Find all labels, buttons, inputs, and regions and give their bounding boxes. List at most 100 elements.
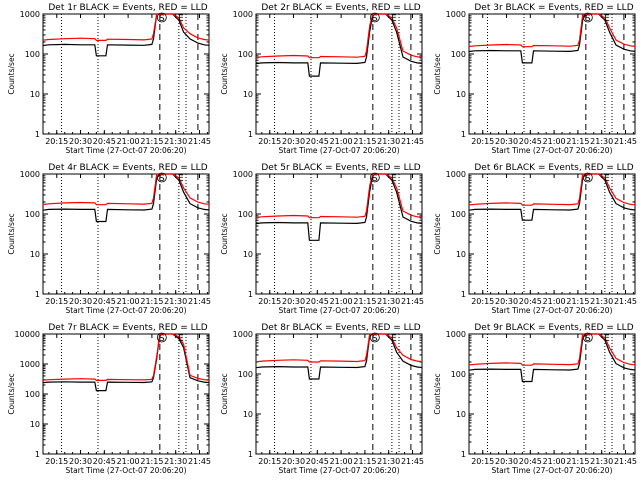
marker-s: S bbox=[159, 14, 165, 24]
x-tick-label: 20:30 bbox=[282, 137, 305, 146]
x-tick-label: 20:15 bbox=[45, 137, 68, 146]
x-axis-label: Start Time (27-Oct-07 20:06:20) bbox=[65, 306, 186, 315]
series-line-events bbox=[42, 173, 210, 223]
y-tick-label: 10 bbox=[30, 250, 40, 259]
y-tick-label: 10 bbox=[456, 250, 466, 259]
series-line-lld bbox=[468, 13, 636, 48]
x-axis-label: Start Time (27-Oct-07 20:06:20) bbox=[65, 466, 186, 475]
x-tick-label: 21:15 bbox=[353, 137, 376, 146]
chart-panel-6: Det 6r BLACK = Events, RED = LLD 20:15 20:… bbox=[426, 160, 639, 320]
marker-e: E bbox=[391, 174, 397, 184]
chart-title: Det 2r BLACK = Events, RED = LLD bbox=[261, 3, 420, 13]
x-tick-label: 21:45 bbox=[188, 457, 211, 466]
y-tick-label: 1 bbox=[461, 290, 466, 299]
y-tick-label: 1 bbox=[248, 130, 253, 139]
marker-s-circle bbox=[156, 12, 167, 23]
y-tick-label: 100 bbox=[25, 50, 40, 59]
chart-panel-2: Det 2r BLACK = Events, RED = LLD 20:15 20:… bbox=[213, 0, 426, 160]
x-tick-label: 20:15 bbox=[45, 297, 68, 306]
y-axis-label: Counts/sec bbox=[220, 53, 229, 94]
x-tick-label: 21:00 bbox=[330, 457, 353, 466]
x-tick-label: 20:15 bbox=[258, 297, 281, 306]
x-tick-label: 21:30 bbox=[377, 137, 400, 146]
marker-s: S bbox=[159, 334, 165, 344]
plot-frame bbox=[468, 333, 636, 455]
y-tick-label: 1000 bbox=[233, 10, 253, 19]
chart-title: Det 6r BLACK = Events, RED = LLD bbox=[474, 163, 633, 173]
x-tick-label: 20:15 bbox=[471, 297, 494, 306]
marker-s: S bbox=[159, 174, 165, 184]
marker-s-circle bbox=[582, 172, 593, 183]
x-tick-label: 21:00 bbox=[330, 137, 353, 146]
series-line-events bbox=[468, 13, 636, 64]
marker-e: E bbox=[178, 174, 184, 184]
x-axis-label: Start Time (27-Oct-07 20:06:20) bbox=[278, 146, 399, 155]
x-tick-label: 20:30 bbox=[495, 457, 518, 466]
x-tick-label: 20:30 bbox=[282, 297, 305, 306]
x-tick-label: 21:45 bbox=[614, 137, 637, 146]
marker-s: S bbox=[372, 14, 378, 24]
plot-frame bbox=[255, 333, 423, 455]
chart-panel-5: Det 5r BLACK = Events, RED = LLD 20:15 20:… bbox=[213, 160, 426, 320]
x-tick-label: 21:00 bbox=[117, 457, 140, 466]
y-tick-label: 100 bbox=[451, 210, 466, 219]
y-tick-label: 1 bbox=[461, 450, 466, 459]
marker-s-circle bbox=[156, 332, 167, 343]
y-axis-label: Counts/sec bbox=[220, 213, 229, 254]
y-tick-label: 100 bbox=[238, 210, 253, 219]
x-tick-label: 21:45 bbox=[614, 457, 637, 466]
x-axis-label: Start Time (27-Oct-07 20:06:20) bbox=[278, 306, 399, 315]
marker-s-circle bbox=[369, 332, 380, 343]
y-tick-label: 1 bbox=[248, 450, 253, 459]
y-axis-label: Counts/sec bbox=[433, 373, 442, 414]
x-tick-label: 21:45 bbox=[401, 297, 424, 306]
x-tick-label: 20:15 bbox=[471, 457, 494, 466]
x-tick-label: 20:45 bbox=[306, 297, 329, 306]
y-tick-label: 10 bbox=[30, 90, 40, 99]
x-axis-label: Start Time (27-Oct-07 20:06:20) bbox=[491, 146, 612, 155]
plot-frame bbox=[468, 13, 636, 135]
y-axis-label: Counts/sec bbox=[7, 213, 16, 254]
y-tick-label: 1 bbox=[248, 290, 253, 299]
y-tick-label: 1000 bbox=[446, 10, 466, 19]
series-line-events bbox=[468, 173, 636, 221]
y-tick-label: 1000 bbox=[20, 10, 40, 19]
marker-e: E bbox=[391, 14, 397, 24]
chart-svg-7: Det 7r BLACK = Events, RED = LLD 20:15 20:… bbox=[7, 323, 211, 475]
x-tick-label: 20:30 bbox=[282, 457, 305, 466]
marker-s: S bbox=[585, 14, 591, 24]
y-tick-label: 1 bbox=[35, 130, 40, 139]
x-tick-label: 20:15 bbox=[258, 457, 281, 466]
series-line-lld bbox=[42, 173, 210, 206]
chart-title: Det 7r BLACK = Events, RED = LLD bbox=[48, 323, 207, 333]
x-axis-label: Start Time (27-Oct-07 20:06:20) bbox=[65, 146, 186, 155]
y-tick-label: 1000 bbox=[20, 170, 40, 179]
x-tick-label: 21:45 bbox=[401, 457, 424, 466]
series-line-lld bbox=[42, 333, 210, 382]
series-line-lld bbox=[468, 333, 636, 366]
x-tick-label: 20:45 bbox=[93, 457, 116, 466]
x-tick-label: 20:15 bbox=[471, 137, 494, 146]
marker-s-circle bbox=[369, 172, 380, 183]
x-axis-label: Start Time (27-Oct-07 20:06:20) bbox=[491, 306, 612, 315]
series-line-events bbox=[255, 333, 423, 380]
chart-panel-4: Det 4r BLACK = Events, RED = LLD 20:15 20:… bbox=[0, 160, 213, 320]
y-axis-label: Counts/sec bbox=[433, 213, 442, 254]
y-tick-label: 1000 bbox=[233, 170, 253, 179]
marker-e: E bbox=[391, 334, 397, 344]
marker-s: S bbox=[372, 174, 378, 184]
x-tick-label: 21:15 bbox=[140, 137, 163, 146]
marker-s-circle bbox=[582, 12, 593, 23]
plot-frame bbox=[255, 13, 423, 135]
x-axis-label: Start Time (27-Oct-07 20:06:20) bbox=[278, 466, 399, 475]
x-tick-label: 21:15 bbox=[566, 137, 589, 146]
x-tick-label: 20:15 bbox=[45, 457, 68, 466]
x-tick-label: 21:45 bbox=[401, 137, 424, 146]
marker-s: S bbox=[585, 174, 591, 184]
x-tick-label: 21:15 bbox=[566, 297, 589, 306]
